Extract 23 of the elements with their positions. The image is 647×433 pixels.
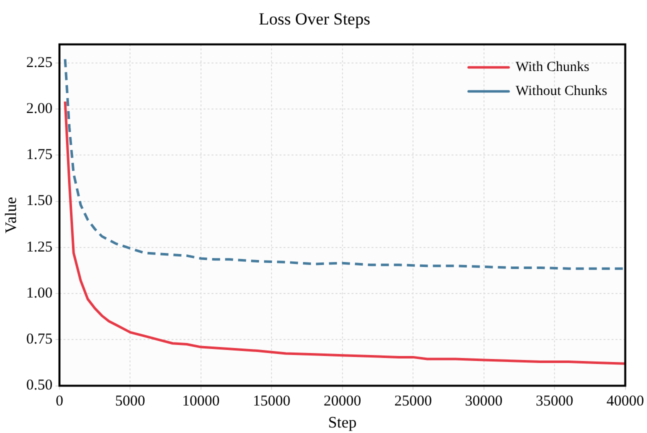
- x-tick-label: 20000: [324, 394, 362, 410]
- x-tick-label: 5000: [115, 394, 146, 410]
- y-axis-title: Value: [2, 196, 20, 234]
- y-tick-label: 1.50: [26, 193, 52, 210]
- y-tick-label: 1.25: [26, 239, 52, 256]
- x-tick-label: 30000: [465, 394, 503, 410]
- x-tick-label: 10000: [182, 394, 220, 410]
- y-tick-label: 0.50: [26, 378, 52, 394]
- y-tick-label: 1.75: [26, 147, 52, 164]
- x-axis-title: Step: [328, 414, 357, 432]
- x-tick-label: 40000: [606, 394, 644, 410]
- x-tick-label: 15000: [252, 394, 290, 410]
- x-tick-label: 25000: [394, 394, 432, 410]
- chart-title: Loss Over Steps: [258, 10, 370, 29]
- legend-label: With Chunks: [516, 60, 590, 76]
- y-tick-label: 2.00: [26, 100, 52, 117]
- legend-label: Without Chunks: [516, 84, 608, 100]
- y-tick-label: 1.00: [26, 285, 52, 302]
- x-tick-label: 35000: [536, 394, 574, 410]
- y-tick-label: 2.25: [26, 54, 52, 71]
- y-tick-label: 0.75: [26, 332, 52, 348]
- x-tick-label: 0: [56, 394, 64, 410]
- line-series: [64, 58, 626, 270]
